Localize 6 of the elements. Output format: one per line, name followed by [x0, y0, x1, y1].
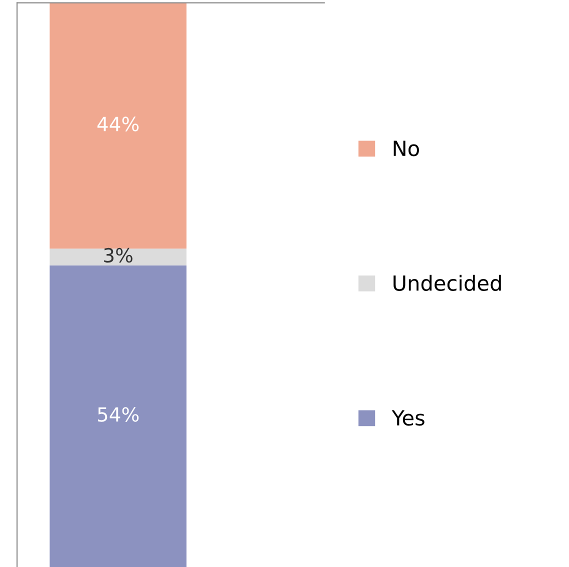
data-label: 44%	[97, 116, 139, 132]
legend-label: No	[394, 140, 419, 156]
legend-label: Yes	[392, 410, 424, 426]
data-label: 54%	[98, 407, 139, 422]
legend-label: Undecided	[394, 274, 501, 291]
data-label: 3%	[104, 248, 132, 263]
